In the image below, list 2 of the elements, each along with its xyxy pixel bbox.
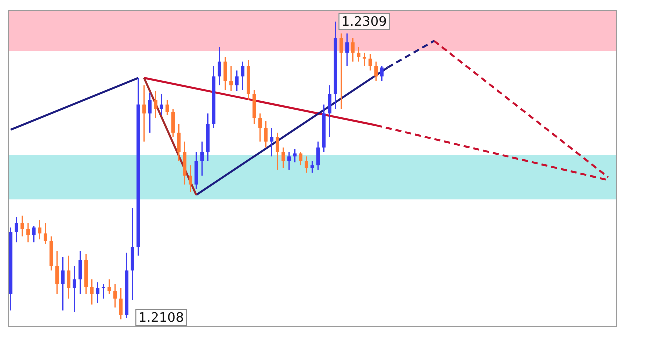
annotation: 1.2108	[138, 310, 184, 326]
annotation: 1.2309	[342, 15, 388, 30]
